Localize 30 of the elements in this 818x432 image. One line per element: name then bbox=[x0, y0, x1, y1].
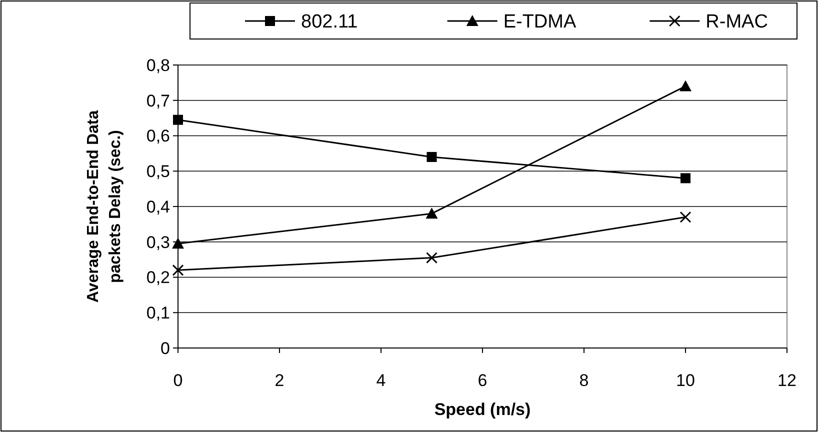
legend-label: 802.11 bbox=[301, 12, 358, 33]
point bbox=[426, 252, 438, 264]
point bbox=[172, 238, 184, 249]
point bbox=[680, 173, 690, 184]
x-tick-label: 8 bbox=[579, 371, 589, 390]
x-tick-label: 10 bbox=[676, 371, 695, 390]
legend-label: E-TDMA bbox=[503, 12, 576, 33]
y-tick-label: 0,5 bbox=[146, 162, 170, 182]
y-tick-label: 0,3 bbox=[146, 232, 170, 252]
y-tick-label: 0,1 bbox=[146, 304, 170, 323]
x-tick-label: 12 bbox=[778, 371, 796, 390]
x-axis-title: Speed (m/s) bbox=[434, 400, 531, 419]
y-tick-label: 0,7 bbox=[146, 91, 170, 110]
point bbox=[426, 208, 438, 219]
point bbox=[172, 264, 184, 276]
y-axis-title: Average End-to-End Data packets Delay (sec.) bbox=[85, 110, 124, 303]
point bbox=[426, 152, 437, 162]
legend-label: R-MAC bbox=[706, 12, 768, 33]
point bbox=[680, 80, 692, 92]
y-tick-label: 0,6 bbox=[146, 126, 170, 146]
x-tick-label: 0 bbox=[173, 371, 183, 390]
y-tick-label: 0,2 bbox=[146, 268, 170, 288]
x-tick-label: 4 bbox=[376, 371, 386, 390]
y-tick-label: 0,8 bbox=[146, 56, 170, 75]
x-tick-label: 2 bbox=[274, 371, 284, 390]
point bbox=[173, 114, 183, 125]
y-tick-label: 0,4 bbox=[146, 197, 170, 216]
y-tick-label: 0 bbox=[160, 338, 170, 358]
point bbox=[680, 211, 692, 223]
x-tick-label: 6 bbox=[478, 371, 488, 390]
